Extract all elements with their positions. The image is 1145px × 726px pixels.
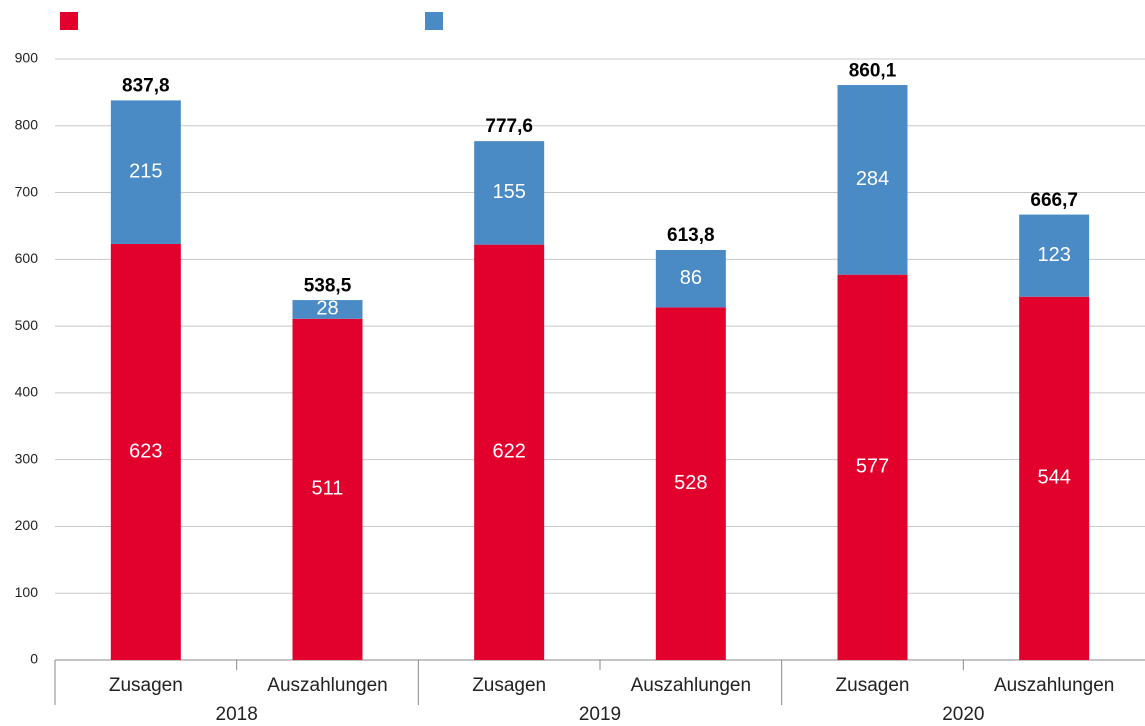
bar-segment	[474, 244, 545, 661]
total-label: 860,1	[849, 61, 897, 82]
bar-segment	[110, 100, 181, 244]
segment-label: 86	[680, 267, 702, 289]
x-tick-label: Zusagen	[836, 675, 910, 696]
segment-label: 544	[1037, 467, 1070, 489]
legend-swatch	[60, 12, 78, 30]
total-label: 613,8	[667, 225, 715, 246]
total-label: 837,8	[122, 76, 170, 97]
bar-segment	[655, 307, 726, 660]
total-label: 777,6	[485, 116, 533, 137]
y-tick-label: 900	[15, 50, 39, 66]
group-label: 2020	[942, 704, 984, 725]
bar-segment	[1019, 214, 1090, 297]
group-label: 2018	[216, 704, 258, 725]
total-label: 666,7	[1030, 190, 1078, 211]
x-tick-label: Auszahlungen	[631, 675, 751, 696]
y-tick-label: 300	[15, 450, 39, 466]
bar-segment	[837, 85, 908, 275]
x-tick-label: Zusagen	[109, 675, 183, 696]
segment-label: 284	[856, 168, 889, 190]
y-tick-label: 0	[30, 651, 38, 667]
y-tick-label: 100	[15, 584, 39, 600]
segment-label: 528	[674, 472, 707, 494]
bar-segment	[474, 141, 545, 245]
y-tick-label: 700	[15, 183, 39, 199]
y-tick-label: 400	[15, 384, 39, 400]
bar-segment	[292, 318, 363, 660]
segment-label: 155	[492, 181, 525, 203]
x-tick-label: Auszahlungen	[267, 675, 387, 696]
y-tick-label: 200	[15, 517, 39, 533]
segment-label: 622	[492, 441, 525, 463]
segment-label: 215	[129, 160, 162, 182]
bar-segment	[292, 300, 363, 319]
segment-label: 28	[316, 298, 338, 320]
group-label: 2019	[579, 704, 621, 725]
bar-segment	[655, 249, 726, 308]
segment-label: 577	[856, 456, 889, 478]
bar-segment	[837, 274, 908, 660]
y-tick-label: 600	[15, 250, 39, 266]
segment-label: 511	[312, 478, 344, 500]
total-label: 538,5	[304, 275, 352, 296]
bar-segment	[1019, 296, 1090, 660]
segment-label: 623	[129, 440, 162, 462]
x-tick-label: Zusagen	[472, 675, 546, 696]
bar-segment	[110, 243, 181, 661]
legend-swatch	[425, 12, 443, 30]
y-tick-label: 500	[15, 317, 39, 333]
x-tick-label: Auszahlungen	[994, 675, 1114, 696]
segment-label: 123	[1037, 244, 1070, 266]
y-tick-label: 800	[15, 116, 39, 132]
